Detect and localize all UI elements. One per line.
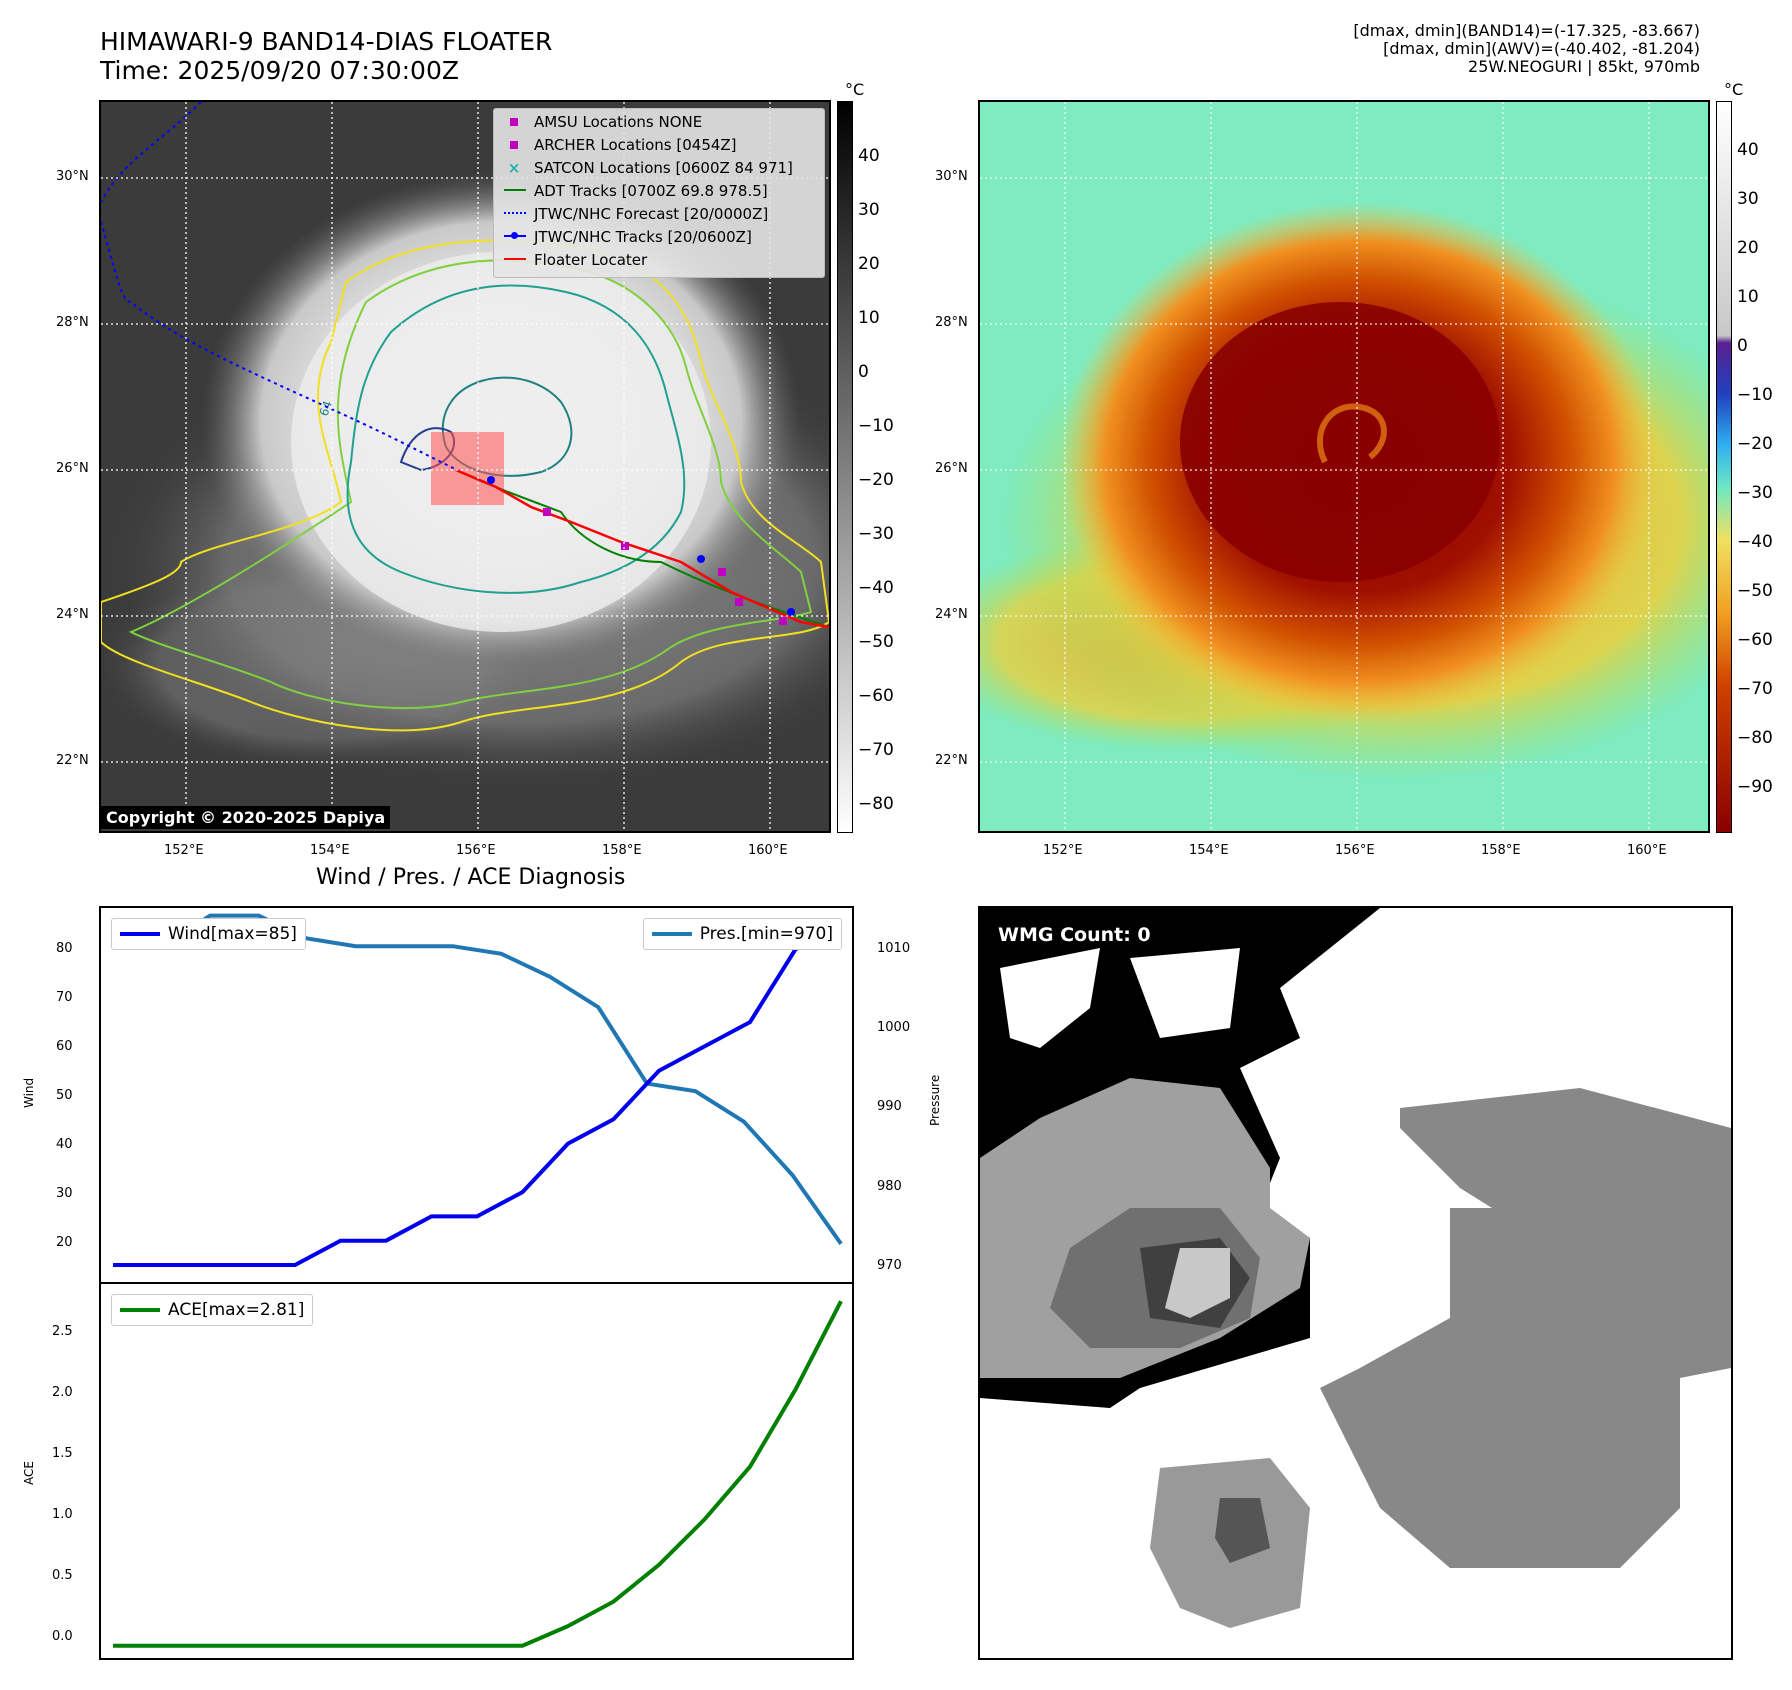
ir-lat-30: 30°N [56,169,89,184]
ace-series-line [113,1300,843,1648]
ace-plot [113,1300,843,1648]
ace-chart: ACE[max=2.81] [99,1282,854,1660]
wv-lat-28: 28°N [935,315,968,330]
ir-lon-160: 160°E [748,843,788,858]
ir-lon-158: 158°E [602,843,642,858]
tracks-line-icon [504,232,526,239]
legend-adt: ADT Tracks [0700Z 69.8 978.5] [504,182,768,200]
info-line-3: 25W.NEOGURI | 85kt, 970mb [1468,57,1700,76]
archer-marker-icon [510,141,518,149]
wind-ylabel: Wind [22,1077,36,1108]
wind-series-line [113,923,842,1267]
pres-ylabel: Pressure [928,1074,942,1126]
legend-archer: ARCHER Locations [0454Z] [504,136,737,154]
wv-colorbar [1716,101,1732,833]
ace-legend-line-icon [120,1308,160,1312]
wmg-panel: WMG Count: 0 [978,906,1733,1660]
legend-satcon: × SATCON Locations [0600Z 84 971] [504,159,793,177]
wv-lat-22: 22°N [935,753,968,768]
wv-lon-160: 160°E [1627,843,1667,858]
wv-lon-158: 158°E [1481,843,1521,858]
storm-info: [dmax, dmin](BAND14)=(-17.325, -83.667) … [1353,22,1700,76]
floater-line-icon [504,258,526,260]
wv-satellite-panel [978,100,1710,833]
wv-lat-26: 26°N [935,461,968,476]
wv-lon-154: 154°E [1189,843,1229,858]
ir-lat-26: 26°N [56,461,89,476]
ir-lat-28: 28°N [56,315,89,330]
diag-title: Wind / Pres. / ACE Diagnosis [316,865,626,890]
wind-legend: Wind[max=85] [111,918,306,950]
ir-lat-22: 22°N [56,753,89,768]
pressure-series-line [113,913,843,1245]
satcon-marker-icon: × [507,159,521,177]
wind-legend-line-icon [120,932,160,936]
ir-colorbar-unit: °C [845,80,865,99]
wmg-count-label: WMG Count: 0 [998,924,1151,946]
forecast-line-icon [504,212,526,214]
wv-lat-30: 30°N [935,169,968,184]
ir-lon-154: 154°E [310,843,350,858]
legend-amsu: AMSU Locations NONE [504,113,702,131]
wv-lat-24: 24°N [935,607,968,622]
ir-lon-152: 152°E [164,843,204,858]
wv-lon-152: 152°E [1043,843,1083,858]
ir-satellite-panel: 64 AMSU Locati [99,100,831,833]
pres-legend: Pres.[min=970] [642,918,842,950]
wv-image [980,102,1708,831]
ace-ylabel: ACE [22,1461,36,1485]
title-line-2: Time: 2025/09/20 07:30:00Z [100,56,459,85]
legend-tracks: JTWC/NHC Tracks [20/0600Z] [504,228,752,246]
chart-title: HIMAWARI-9 BAND14-DIAS FLOATER Time: 202… [100,27,552,85]
amsu-marker-icon [510,118,518,126]
legend-floater: Floater Locater [504,251,647,269]
floater-box [431,432,504,505]
wmg-image [980,908,1731,1628]
ir-lon-156: 156°E [456,843,496,858]
wind-pres-plot [113,913,843,1267]
wind-pres-chart: Wind[max=85] Pres.[min=970] [99,906,854,1284]
title-line-1: HIMAWARI-9 BAND14-DIAS FLOATER [100,27,553,56]
copyright-badge: Copyright © 2020-2025 Dapiya [101,806,391,829]
pres-legend-line-icon [651,932,692,936]
ace-legend: ACE[max=2.81] [111,1294,314,1326]
info-line-2: [dmax, dmin](AWV)=(-40.402, -81.204) [1383,39,1700,58]
wv-lon-156: 156°E [1335,843,1375,858]
info-line-1: [dmax, dmin](BAND14)=(-17.325, -83.667) [1353,21,1700,40]
ir-colorbar [837,101,853,833]
ir-lat-24: 24°N [56,607,89,622]
wv-colorbar-unit: °C [1724,80,1744,99]
adt-line-icon [504,189,526,191]
ir-legend: AMSU Locations NONE ARCHER Locations [04… [493,108,825,278]
legend-forecast: JTWC/NHC Forecast [20/0000Z] [504,205,768,223]
